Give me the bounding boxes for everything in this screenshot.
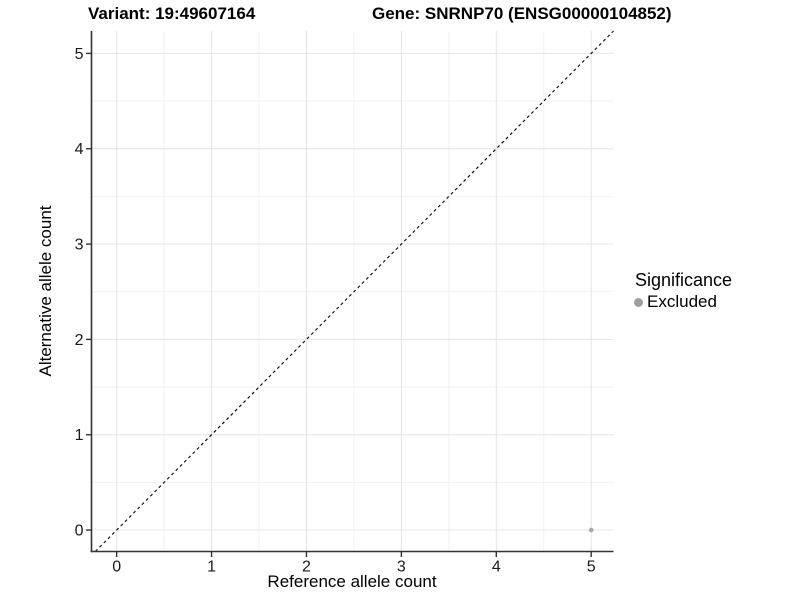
y-tick-label: 0 — [75, 523, 84, 540]
data-point — [588, 527, 594, 533]
y-tick-label: 1 — [75, 427, 84, 444]
plot-title-gene: Gene: SNRNP70 (ENSG00000104852) — [372, 4, 672, 23]
plot-title-variant: Variant: 19:49607164 — [88, 4, 256, 23]
y-tick-label: 2 — [75, 332, 84, 349]
x-tick-label: 4 — [492, 559, 501, 576]
legend-title: Significance — [635, 270, 733, 290]
legend-point-icon — [634, 297, 643, 307]
x-tick-label: 1 — [207, 559, 216, 576]
x-tick-label: 0 — [112, 559, 121, 576]
y-tick-label: 4 — [75, 141, 84, 158]
x-tick-label: 5 — [587, 559, 596, 576]
x-axis-title: Reference allele count — [267, 572, 437, 591]
legend: Significance Excluded — [630, 269, 732, 312]
x-tick-label: 2 — [302, 559, 311, 576]
x-tick-label: 3 — [397, 559, 406, 576]
y-axis-title: Alternative allele count — [36, 205, 55, 377]
legend-item-label: Excluded — [647, 292, 717, 311]
y-tick-label: 5 — [75, 46, 84, 63]
legend-item-excluded: Excluded — [630, 292, 732, 312]
identity-dashed-line — [94, 30, 614, 552]
y-tick-label: 3 — [75, 237, 84, 254]
